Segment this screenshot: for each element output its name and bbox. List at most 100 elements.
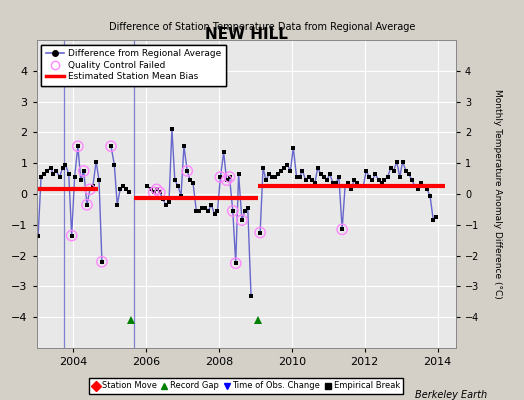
Point (222, 177, 231, 183)
Point (64, 171, 73, 177)
Point (277, 168, 286, 174)
Point (375, 177, 383, 183)
Point (286, 168, 294, 174)
Point (384, 174, 392, 180)
Point (298, 168, 307, 174)
Point (107, 143, 115, 150)
Point (159, 196, 167, 202)
Point (183, 168, 191, 174)
Point (353, 180, 361, 186)
Point (98, 258, 106, 265)
Point (238, 217, 246, 223)
Point (56, 174, 64, 180)
Point (368, 177, 377, 183)
Point (359, 183, 367, 190)
Point (389, 168, 398, 174)
Point (332, 180, 340, 186)
Point (405, 171, 413, 177)
Point (232, 260, 240, 266)
Point (37, 174, 45, 180)
Point (289, 145, 298, 151)
Point (371, 171, 379, 177)
Point (320, 174, 328, 180)
Point (311, 180, 319, 186)
Point (280, 165, 288, 171)
Point (241, 208, 249, 214)
Point (344, 180, 352, 186)
Point (61, 162, 70, 168)
Point (52, 168, 61, 174)
Point (265, 171, 274, 177)
Point (426, 192, 434, 199)
Point (423, 186, 431, 192)
Point (220, 149, 228, 156)
Point (107, 143, 115, 150)
Point (225, 174, 234, 180)
Point (70, 174, 79, 180)
Point (89, 183, 97, 190)
Point (380, 177, 389, 183)
Point (149, 189, 158, 196)
Point (147, 186, 155, 192)
Point (68, 232, 76, 239)
Point (256, 229, 264, 236)
Point (95, 177, 103, 183)
Point (156, 189, 164, 196)
Title: NEW HILL: NEW HILL (205, 27, 288, 42)
Point (271, 174, 279, 180)
Point (341, 183, 350, 190)
Point (338, 226, 346, 233)
Point (262, 177, 270, 183)
Point (152, 186, 161, 192)
Point (323, 177, 331, 183)
Point (149, 189, 158, 196)
Point (98, 258, 106, 265)
Point (80, 168, 88, 174)
Point (110, 162, 118, 168)
Point (222, 177, 231, 183)
Point (283, 162, 292, 168)
Point (301, 177, 310, 183)
Point (244, 205, 252, 211)
Point (414, 186, 422, 192)
Point (347, 186, 355, 192)
Point (268, 174, 276, 180)
Point (116, 186, 124, 192)
Point (256, 229, 264, 236)
Point (308, 177, 316, 183)
Point (186, 177, 194, 183)
Point (234, 171, 243, 177)
Point (296, 174, 304, 180)
Point (125, 189, 134, 196)
Point (161, 202, 170, 208)
Point (210, 211, 219, 217)
Point (216, 174, 225, 180)
Point (362, 168, 370, 174)
Point (204, 208, 213, 214)
Point (304, 174, 313, 180)
Legend: Station Move, Record Gap, Time of Obs. Change, Empirical Break: Station Move, Record Gap, Time of Obs. C… (90, 378, 403, 394)
Point (83, 202, 91, 208)
Point (86, 186, 94, 192)
Point (122, 186, 130, 192)
Point (86, 186, 94, 192)
Point (292, 174, 301, 180)
Point (74, 143, 82, 150)
Point (274, 171, 282, 177)
Point (43, 168, 51, 174)
Point (228, 208, 237, 214)
Point (386, 165, 395, 171)
Point (152, 186, 161, 192)
Point (247, 292, 255, 299)
Point (228, 208, 237, 214)
Text: Difference of Station Temperature Data from Regional Average: Difference of Station Temperature Data f… (109, 22, 415, 32)
Point (34, 232, 42, 239)
Point (232, 260, 240, 266)
Point (40, 171, 49, 177)
Point (68, 232, 76, 239)
Point (402, 168, 410, 174)
Point (313, 165, 322, 171)
Point (177, 192, 185, 199)
Point (168, 126, 176, 132)
Point (365, 174, 374, 180)
